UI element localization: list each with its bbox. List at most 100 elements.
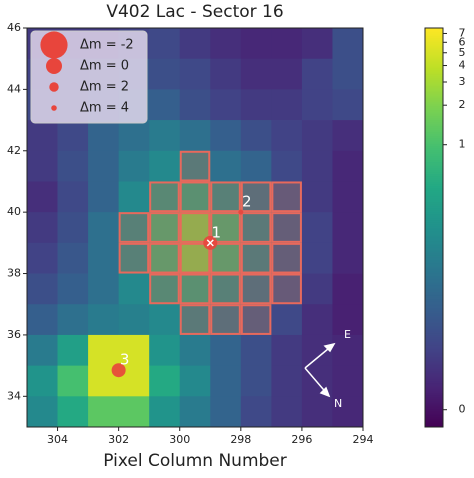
aperture-pixel (240, 304, 272, 335)
target-cross (206, 239, 214, 247)
x-tick-label: 296 (291, 433, 312, 446)
heatmap-cell (57, 365, 89, 397)
aperture-pixel (210, 181, 241, 213)
star-label: 1 (211, 223, 221, 241)
heatmap-cell (240, 242, 272, 274)
colorbar-segment (425, 113, 443, 117)
heatmap-cell (27, 334, 58, 367)
heatmap-cell (332, 212, 364, 244)
heatmap-cell (179, 365, 211, 397)
heatmap-cell (301, 212, 333, 244)
heatmap-cell (301, 150, 333, 182)
colorbar-segment (425, 29, 443, 33)
colorbar-segment (425, 35, 443, 39)
colorbar-tick-label: 5 (459, 46, 466, 59)
colorbar-segment (425, 107, 443, 111)
heatmap-cell (210, 396, 242, 428)
aperture-pixel (179, 242, 211, 274)
heatmap-cell (210, 181, 242, 213)
colorbar-segment (425, 135, 443, 139)
compass (304, 342, 336, 398)
heatmap-cell (271, 181, 303, 213)
colorbar-segment (425, 185, 443, 189)
colorbar-segment (425, 411, 443, 414)
heatmap-cell (179, 181, 211, 213)
heatmap-cell (332, 273, 364, 305)
heatmap-cell (57, 212, 89, 244)
colorbar-segment (425, 355, 443, 358)
colorbar-segment (425, 303, 443, 306)
heatmap-cell (88, 120, 120, 152)
heatmap-cell (88, 304, 120, 336)
heatmap-cell (332, 181, 364, 213)
aperture-pixel (179, 212, 211, 243)
legend-label: Δm = 2 (80, 80, 129, 95)
heatmap-cell (271, 396, 303, 428)
heatmap-cell (240, 212, 272, 244)
colorbar-segment (425, 321, 443, 324)
colorbar-segment (425, 379, 443, 382)
aperture-pixel (210, 273, 241, 305)
heatmap-cell (27, 150, 58, 182)
colorbar-segment (425, 141, 443, 145)
heatmap-cell (149, 150, 181, 182)
colorbar-segment (425, 187, 443, 191)
colorbar-segment (425, 409, 443, 412)
x-tick-label: 304 (47, 433, 68, 446)
colorbar-segment (425, 177, 443, 181)
colorbar-segment (425, 199, 443, 203)
y-tick-label: 44 (7, 82, 21, 95)
colorbar-segment (425, 201, 443, 205)
colorbar-segment (425, 259, 443, 262)
colorbar-segment (425, 51, 443, 55)
heatmap-cell (271, 365, 303, 397)
colorbar-segment (425, 111, 443, 115)
colorbar-segment (425, 295, 443, 298)
colorbar-tick-label: 2 (459, 98, 466, 111)
colorbar-segment (425, 171, 443, 175)
colorbar-segment (425, 73, 443, 77)
colorbar-segment (425, 353, 443, 356)
colorbar-segment (425, 205, 443, 209)
star-label: 3 (120, 351, 130, 369)
heatmap-cell (301, 273, 333, 305)
colorbar-segment (425, 315, 443, 318)
heatmap-cell (210, 212, 242, 244)
colorbar-segment (425, 183, 443, 187)
colorbar-segment (425, 339, 443, 342)
colorbar-segment (425, 377, 443, 380)
colorbar-segment (425, 193, 443, 197)
colorbar-segment (425, 59, 443, 63)
colorbar-segment (425, 383, 443, 386)
heatmap-cell (240, 58, 272, 90)
colorbar-segment (425, 153, 443, 157)
x-tick-label: 302 (108, 433, 129, 446)
legend-marker (49, 82, 59, 92)
plot-frame (26, 27, 364, 428)
colorbar-segment (425, 317, 443, 320)
colorbar-segment (425, 131, 443, 135)
colorbar-segment (425, 41, 443, 45)
aperture-pixel (271, 212, 302, 243)
y-tick-label: 42 (7, 144, 21, 157)
heatmap-cell (179, 120, 211, 152)
colorbar-segment (425, 127, 443, 131)
colorbar-segment (425, 405, 443, 408)
colorbar-segment (425, 33, 443, 37)
heatmap-cell (57, 304, 89, 336)
colorbar-tick-label: 0 (459, 403, 466, 416)
heatmap-cell (332, 58, 364, 90)
colorbar-segment (425, 393, 443, 396)
x-tick-label: 294 (353, 433, 374, 446)
legend-label: Δm = -2 (80, 38, 134, 53)
aperture-pixel (240, 273, 272, 305)
heatmap-cell (240, 334, 272, 367)
aperture-pixel (271, 273, 302, 305)
heatmap-cell (240, 150, 272, 182)
colorbar-segment (425, 285, 443, 288)
colorbar-segment (425, 129, 443, 133)
colorbar-segment (425, 85, 443, 89)
heatmap-cell (240, 28, 272, 60)
heatmap-cell (118, 120, 150, 152)
colorbar-segment (425, 421, 443, 424)
